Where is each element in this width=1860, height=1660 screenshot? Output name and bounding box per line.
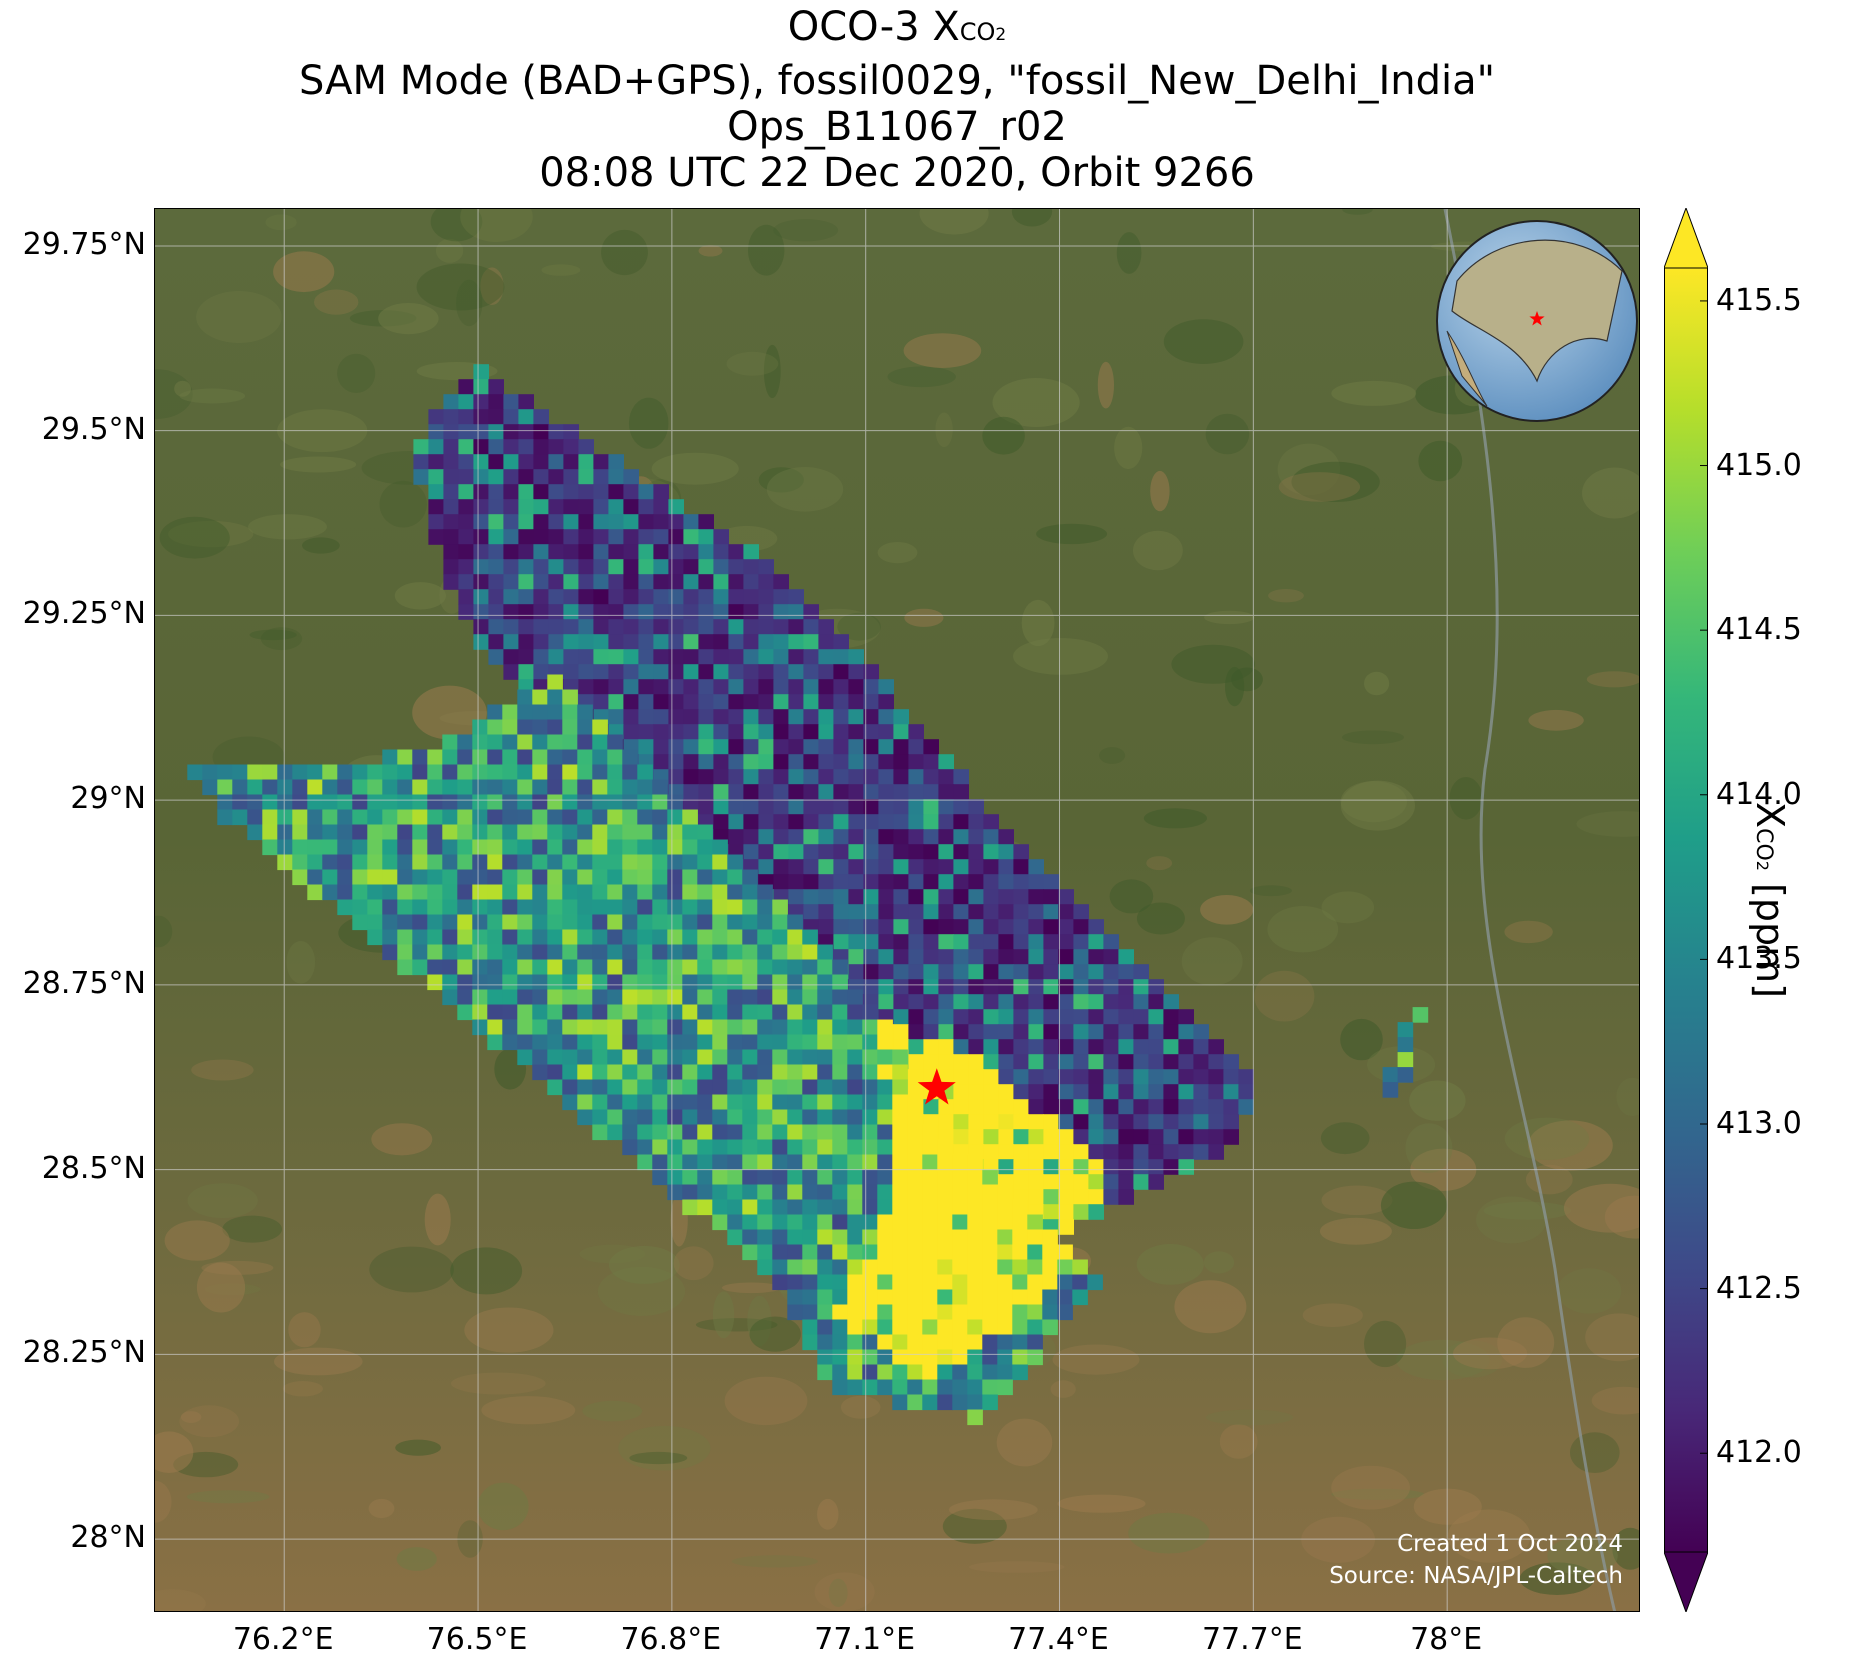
colorbar-tick-label: 415.0 <box>1716 447 1802 483</box>
map-panel[interactable]: Created 1 Oct 2024 Source: NASA/JPL-Calt… <box>154 208 1640 1612</box>
inset-globe <box>1436 220 1638 422</box>
colorbar-gradient <box>1664 268 1708 1552</box>
title-line-4: 08:08 UTC 22 Dec 2020, Orbit 9266 <box>539 150 1255 196</box>
colorbar-tick-label: 412.0 <box>1716 1435 1802 1471</box>
longitude-tick-label: 78°E <box>1410 1622 1483 1657</box>
red-star-icon <box>917 1068 956 1105</box>
swath-east-fragment <box>1382 1007 1429 1098</box>
map-canvas <box>155 209 1639 1611</box>
inset-star-icon <box>1529 311 1545 326</box>
title-line-3: Ops_B11067_r02 <box>727 104 1067 150</box>
longitude-tick-label: 76.5°E <box>426 1622 528 1657</box>
title-line-2: SAM Mode (BAD+GPS), fossil0029, "fossil_… <box>298 58 1496 104</box>
colorbar-tick-label: 413.5 <box>1716 941 1802 977</box>
longitude-tick-label: 77.4°E <box>1008 1622 1109 1657</box>
longitude-tick-label: 77.7°E <box>1201 1622 1303 1657</box>
title-line-1: OCO-3 XCO2 <box>787 4 1007 50</box>
latitude-tick-label: 28°N <box>70 1520 146 1556</box>
latitude-tick-label: 28.25°N <box>22 1335 146 1371</box>
latitude-tick-label: 28.75°N <box>22 965 146 1001</box>
latitude-tick-label: 29°N <box>70 781 146 817</box>
longitude-tick-label: 76.8°E <box>620 1622 722 1657</box>
latitude-tick-label: 29.5°N <box>41 411 146 447</box>
latitude-tick-label: 29.25°N <box>22 596 146 632</box>
swath-lower <box>187 674 1103 1426</box>
figure-title: OCO-3 XCO2 SAM Mode (BAD+GPS), fossil002… <box>154 4 1640 196</box>
colorbar-tick-label: 414.5 <box>1716 612 1802 648</box>
created-date-credit: Created 1 Oct 2024 <box>1397 1531 1623 1557</box>
colorbar-tick-label: 412.5 <box>1716 1270 1802 1306</box>
gridlines <box>155 209 1639 1611</box>
source-credit: Source: NASA/JPL-Caltech <box>1329 1563 1623 1589</box>
colorbar-title: XCO2 [ppm] <box>1748 802 1792 998</box>
colorbar <box>1664 208 1708 1612</box>
longitude-tick-label: 76.2°E <box>232 1622 334 1657</box>
longitude-tick-label: 77.1°E <box>814 1622 916 1657</box>
colorbar-tick-label: 414.0 <box>1716 776 1802 812</box>
river <box>1443 209 1617 1611</box>
colorbar-extend-max <box>1664 208 1708 269</box>
colorbar-tick-label: 413.0 <box>1716 1106 1802 1141</box>
colorbar-extend-min <box>1664 1551 1708 1612</box>
latitude-tick-label: 28.5°N <box>41 1150 146 1186</box>
latitude-tick-label: 29.75°N <box>22 226 146 262</box>
colorbar-tick-label: 415.5 <box>1716 282 1802 318</box>
